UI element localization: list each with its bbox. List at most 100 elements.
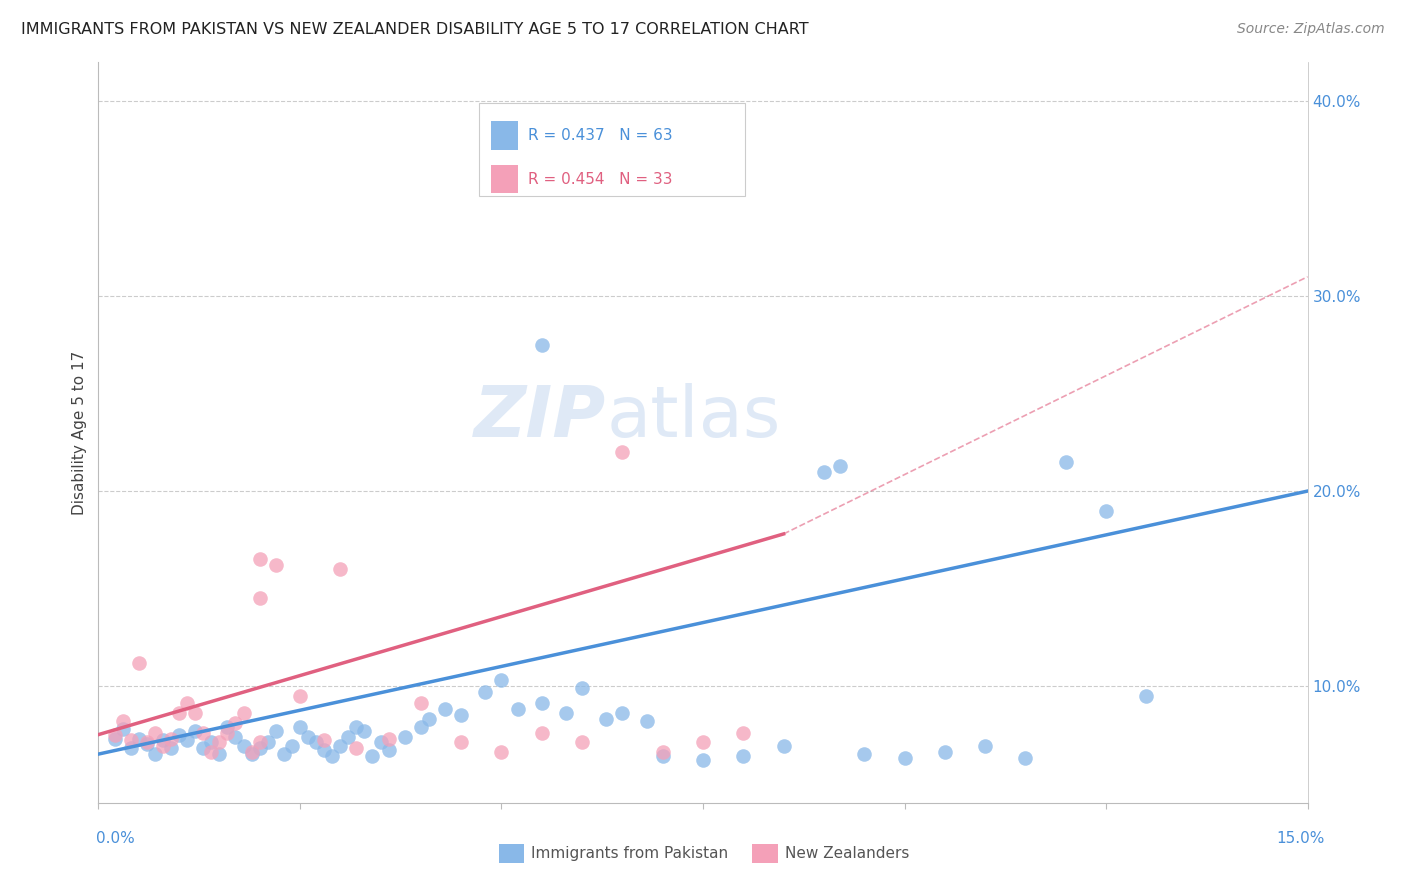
Point (240, 745, 263, 759)
Point (288, 689, 311, 703)
Point (249, 741, 271, 756)
Point (571, 681, 593, 695)
Point (321, 749, 343, 764)
Point (184, 723, 207, 738)
Text: 0.0%: 0.0% (96, 831, 135, 847)
Point (256, 735, 278, 749)
Point (111, 722, 134, 736)
Point (176, 697, 198, 711)
Point (337, 730, 360, 744)
Point (434, 702, 457, 716)
Point (135, 737, 157, 751)
Point (853, 747, 876, 761)
Point (143, 725, 166, 739)
Point (377, 743, 399, 757)
Point (813, 465, 835, 479)
Point (167, 706, 190, 721)
Text: atlas: atlas (606, 384, 780, 452)
Point (193, 725, 215, 739)
Text: ZIP: ZIP (474, 384, 606, 452)
Bar (479, 103, 745, 195)
Point (491, 673, 513, 687)
Point (361, 749, 384, 764)
Text: New Zealanders: New Zealanders (785, 847, 908, 861)
Point (232, 739, 254, 754)
Point (409, 720, 432, 734)
Point (264, 558, 287, 573)
Point (152, 733, 174, 747)
Point (893, 751, 915, 765)
Text: 15.0%: 15.0% (1277, 831, 1324, 847)
Point (314, 743, 336, 757)
Point (344, 741, 367, 756)
Point (288, 720, 311, 734)
Point (152, 739, 174, 754)
Point (530, 697, 553, 711)
Point (281, 739, 304, 754)
Point (128, 731, 150, 746)
Text: Immigrants from Pakistan: Immigrants from Pakistan (531, 847, 728, 861)
Point (240, 747, 263, 761)
Point (160, 731, 183, 746)
Point (305, 735, 328, 749)
Point (176, 733, 198, 747)
Text: Source: ZipAtlas.com: Source: ZipAtlas.com (1237, 22, 1385, 37)
Point (733, 725, 755, 739)
Point (264, 723, 287, 738)
Point (733, 749, 755, 764)
Point (111, 714, 134, 728)
Point (273, 747, 295, 761)
Point (208, 747, 231, 761)
Point (636, 714, 658, 728)
Point (184, 706, 207, 721)
Point (128, 656, 150, 670)
Point (692, 753, 714, 767)
Point (249, 735, 271, 749)
Point (193, 741, 215, 756)
Point (612, 445, 634, 459)
Point (160, 741, 183, 756)
Point (651, 749, 673, 764)
Point (651, 745, 673, 759)
Point (418, 712, 440, 726)
Point (377, 731, 399, 746)
Point (555, 706, 578, 721)
Point (200, 735, 222, 749)
Point (120, 733, 142, 747)
Text: R = 0.437   N = 63: R = 0.437 N = 63 (527, 128, 672, 143)
Point (974, 739, 997, 754)
Point (828, 458, 851, 473)
Point (353, 723, 375, 738)
Bar (492, 121, 517, 150)
Point (934, 745, 956, 759)
Point (530, 338, 553, 352)
Point (530, 725, 553, 739)
Bar (492, 165, 517, 193)
Point (249, 552, 271, 566)
Point (474, 685, 496, 699)
Point (1014, 751, 1036, 765)
Point (135, 735, 157, 749)
Point (249, 591, 271, 606)
Point (329, 562, 352, 576)
Point (612, 706, 634, 721)
Point (595, 712, 617, 726)
Point (692, 735, 714, 749)
Point (394, 730, 416, 744)
Point (120, 741, 142, 756)
Point (232, 706, 254, 721)
Point (1095, 503, 1118, 517)
Point (1135, 689, 1157, 703)
Point (1054, 455, 1077, 469)
Point (450, 735, 472, 749)
Point (329, 739, 352, 754)
Point (571, 735, 593, 749)
Y-axis label: Disability Age 5 to 17: Disability Age 5 to 17 (72, 351, 87, 515)
Point (224, 730, 246, 744)
Point (450, 708, 472, 723)
Point (200, 745, 222, 759)
Text: R = 0.454   N = 33: R = 0.454 N = 33 (527, 171, 672, 186)
Point (167, 728, 190, 742)
Point (344, 720, 367, 734)
Point (143, 747, 166, 761)
